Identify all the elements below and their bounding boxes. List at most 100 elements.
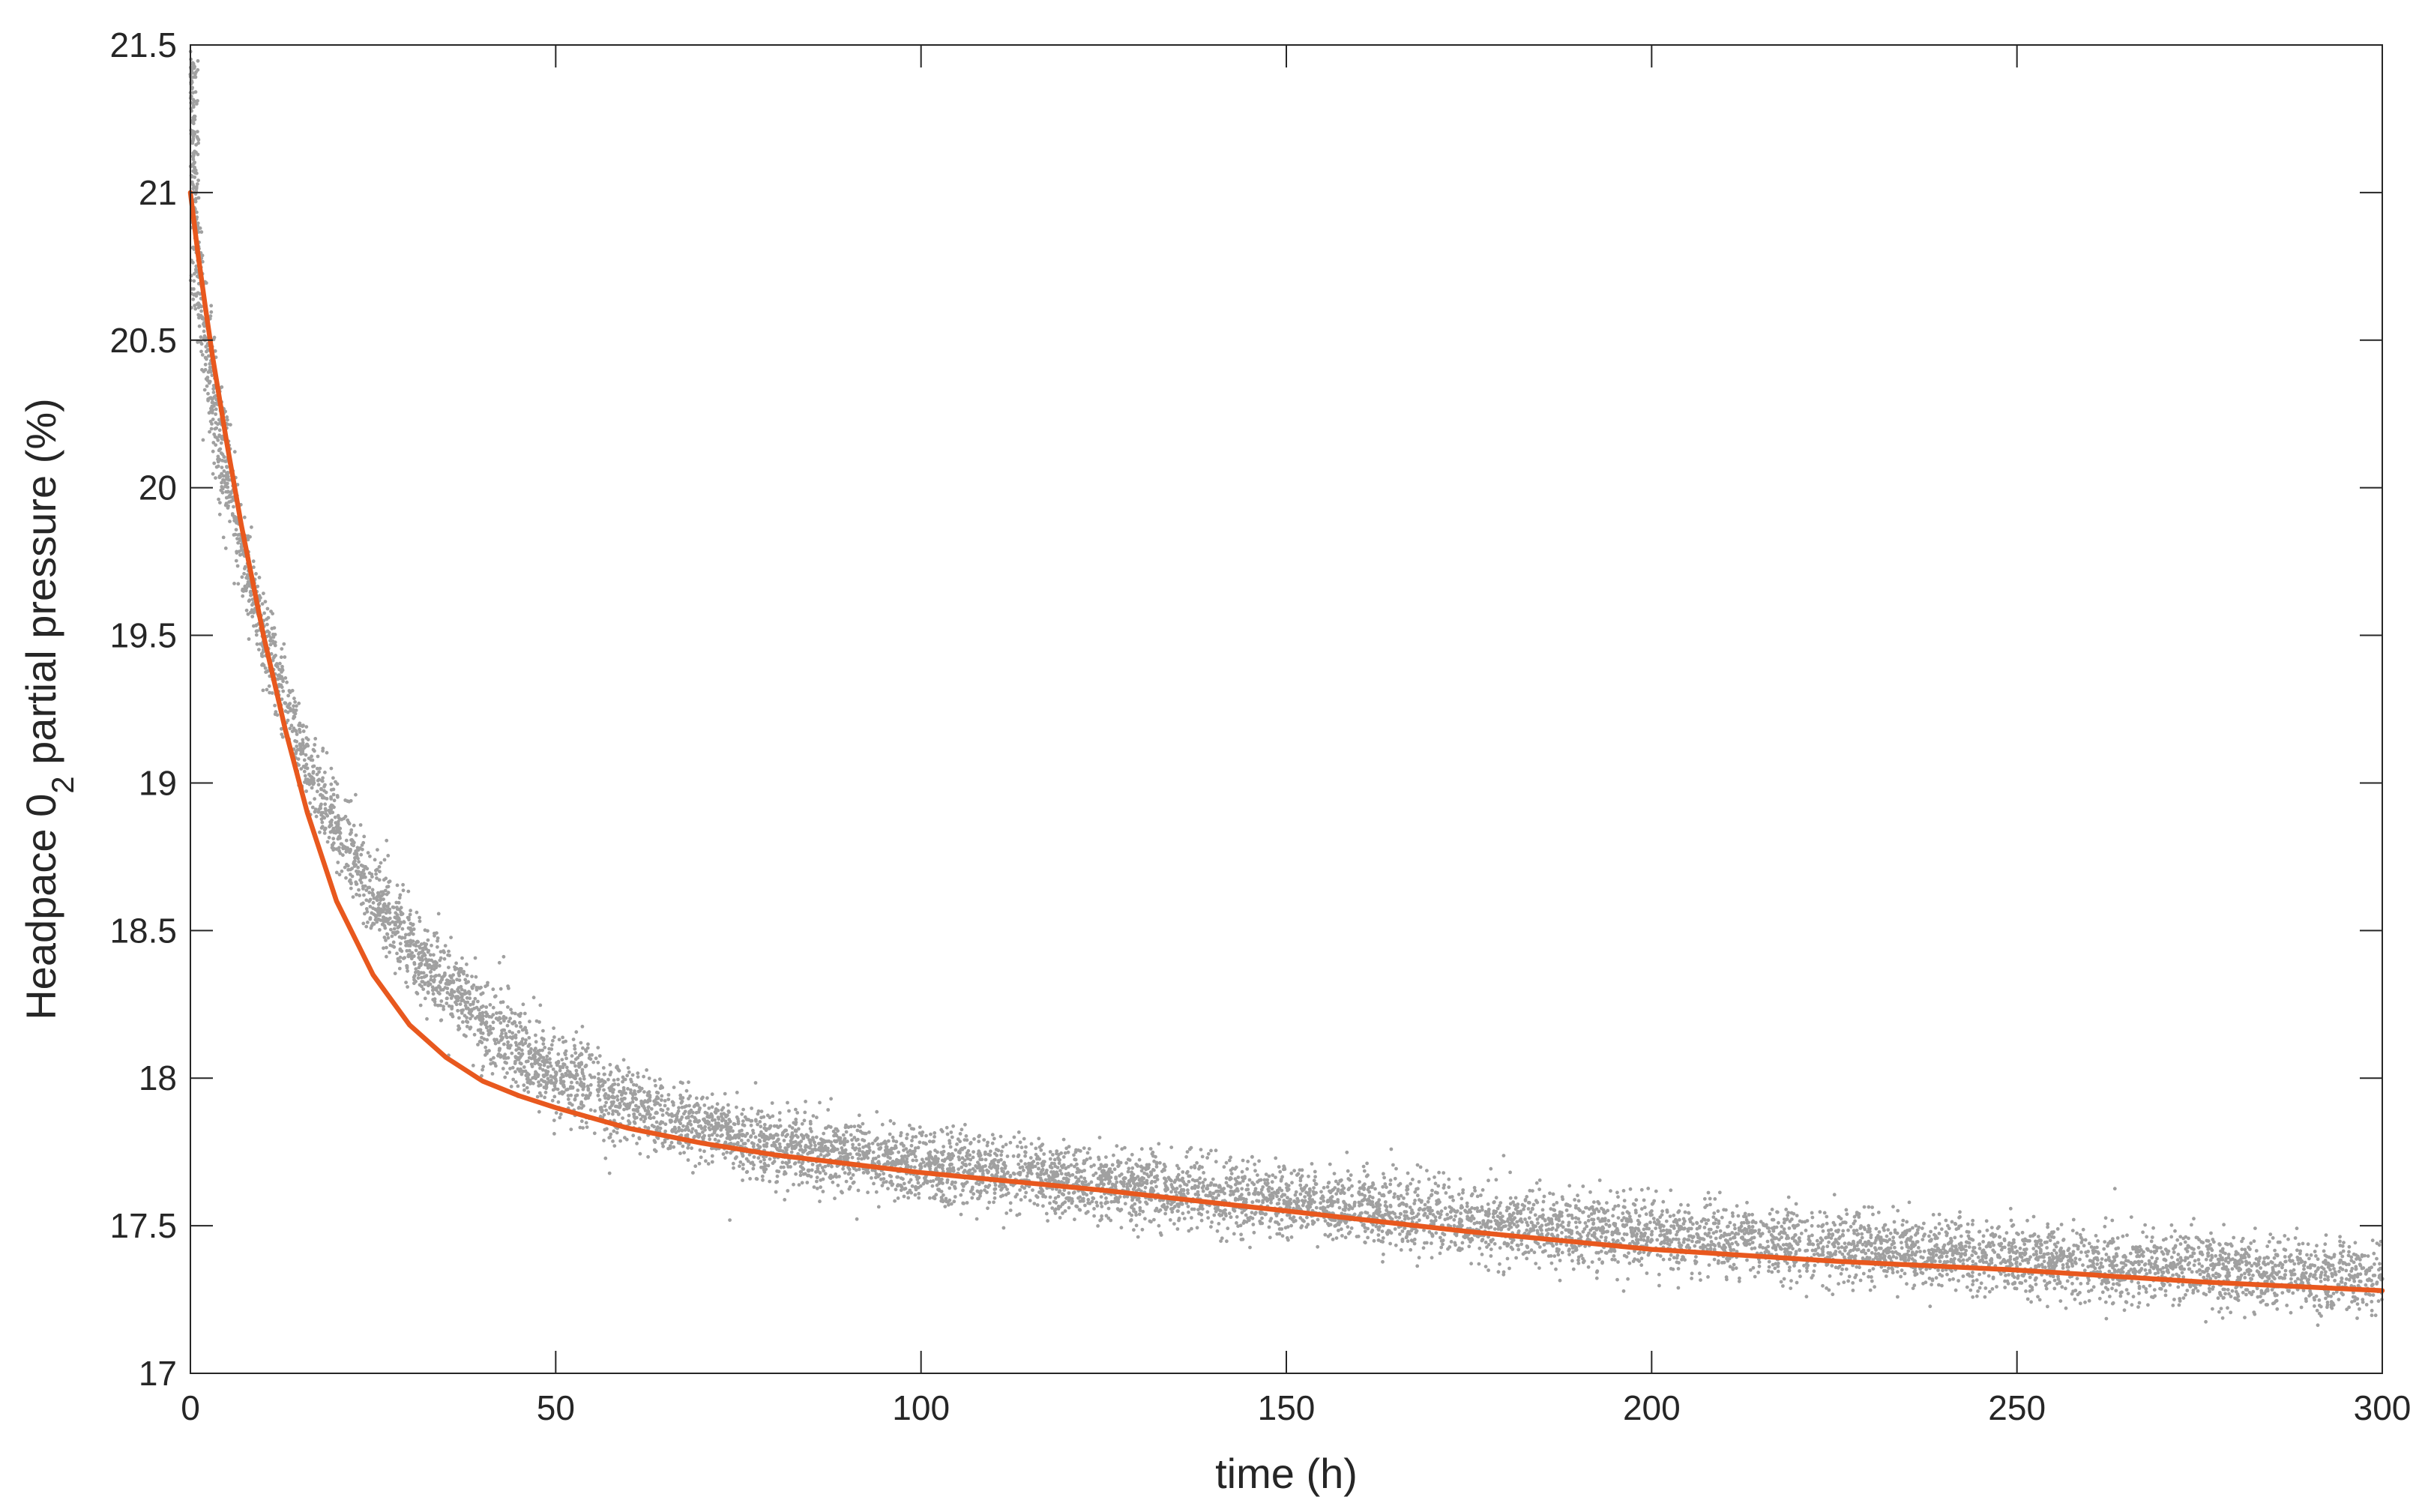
- scatter-point: [1935, 1243, 1939, 1247]
- scatter-point: [2329, 1294, 2334, 1298]
- scatter-point: [1642, 1250, 1646, 1254]
- scatter-point: [1494, 1178, 1498, 1182]
- scatter-point: [1716, 1209, 1720, 1214]
- scatter-point: [1767, 1259, 1771, 1264]
- scatter-point: [2161, 1265, 2166, 1270]
- scatter-point: [442, 1008, 446, 1011]
- scatter-point: [547, 1051, 552, 1055]
- scatter-point: [573, 1064, 577, 1068]
- scatter-point: [1708, 1202, 1712, 1207]
- scatter-point: [740, 1112, 744, 1116]
- scatter-point: [234, 558, 238, 563]
- scatter-point: [2193, 1286, 2198, 1290]
- scatter-point: [732, 1142, 736, 1146]
- scatter-point: [1606, 1208, 1610, 1213]
- scatter-point: [2317, 1311, 2322, 1316]
- scatter-point: [1558, 1278, 1562, 1283]
- scatter-point: [1849, 1225, 1853, 1229]
- scatter-point: [1535, 1229, 1540, 1233]
- scatter-point: [1340, 1211, 1344, 1216]
- scatter-point: [977, 1133, 981, 1138]
- scatter-point: [2100, 1290, 2105, 1295]
- scatter-point: [900, 1154, 904, 1158]
- scatter-point: [809, 1143, 813, 1148]
- scatter-point: [2044, 1286, 2049, 1291]
- scatter-point: [554, 1070, 558, 1075]
- scatter-point: [2003, 1279, 2007, 1283]
- scatter-point: [2070, 1229, 2075, 1232]
- scatter-point: [910, 1184, 915, 1188]
- scatter-point: [1912, 1283, 1917, 1288]
- scatter-point: [2100, 1282, 2104, 1286]
- scatter-point: [977, 1196, 981, 1201]
- scatter-point: [1265, 1178, 1269, 1182]
- scatter-point: [749, 1123, 753, 1127]
- scatter-point: [436, 936, 440, 940]
- scatter-point: [1983, 1295, 1987, 1299]
- scatter-point: [419, 971, 424, 975]
- scatter-point: [1971, 1295, 1975, 1299]
- scatter-point: [1784, 1242, 1789, 1247]
- scatter-point: [1658, 1254, 1663, 1258]
- scatter-point: [2323, 1277, 2327, 1281]
- scatter-point: [2342, 1241, 2346, 1244]
- scatter-point: [316, 783, 321, 787]
- scatter-point: [1331, 1238, 1335, 1241]
- scatter-point: [514, 1024, 519, 1028]
- scatter-point: [2103, 1216, 2108, 1220]
- scatter-point: [1346, 1225, 1350, 1229]
- scatter-point: [1462, 1235, 1466, 1239]
- scatter-point: [529, 1046, 533, 1051]
- scatter-point: [1233, 1182, 1238, 1187]
- scatter-point: [2115, 1236, 2120, 1240]
- scatter-point: [2087, 1241, 2091, 1246]
- scatter-point: [349, 886, 353, 891]
- scatter-point: [2001, 1245, 2005, 1250]
- scatter-point: [1209, 1225, 1213, 1229]
- scatter-point: [686, 1158, 690, 1162]
- scatter-point: [1633, 1249, 1636, 1253]
- scatter-point: [1933, 1226, 1938, 1230]
- scatter-point: [1416, 1212, 1421, 1216]
- scatter-point: [1895, 1231, 1900, 1235]
- scatter-point: [1018, 1140, 1022, 1145]
- scatter-point: [669, 1140, 674, 1145]
- scatter-point: [1454, 1243, 1457, 1247]
- scatter-point: [1549, 1261, 1554, 1265]
- scatter-point: [596, 1060, 600, 1064]
- scatter-point: [507, 1029, 512, 1034]
- scatter-point: [1896, 1295, 1900, 1299]
- scatter-point: [2302, 1267, 2306, 1271]
- scatter-point: [1830, 1264, 1834, 1268]
- scatter-point: [1781, 1243, 1786, 1247]
- scatter-point: [1757, 1228, 1762, 1232]
- scatter-point: [1208, 1190, 1212, 1195]
- scatter-point: [552, 1094, 557, 1099]
- scatter-point: [235, 564, 240, 568]
- scatter-point: [1799, 1232, 1804, 1235]
- scatter-point: [520, 1028, 525, 1032]
- scatter-point: [1949, 1259, 1953, 1264]
- scatter-point: [1928, 1239, 1932, 1243]
- scatter-point: [805, 1181, 810, 1184]
- scatter-point: [1012, 1135, 1016, 1139]
- scatter-point: [1298, 1168, 1302, 1172]
- scatter-point: [1777, 1220, 1780, 1225]
- scatter-point: [336, 861, 340, 864]
- scatter-point: [1944, 1218, 1948, 1223]
- scatter-point: [942, 1149, 946, 1154]
- scatter-point: [549, 1078, 553, 1082]
- scatter-point: [899, 1130, 903, 1135]
- scatter-point: [603, 1156, 608, 1160]
- scatter-point: [666, 1093, 671, 1097]
- scatter-point: [382, 946, 385, 951]
- scatter-point: [1644, 1212, 1648, 1217]
- scatter-point: [693, 1164, 698, 1169]
- scatter-point: [541, 1038, 546, 1042]
- scatter-point: [689, 1122, 693, 1127]
- scatter-point: [1612, 1254, 1616, 1258]
- scatter-point: [2226, 1306, 2229, 1310]
- scatter-point: [1200, 1154, 1205, 1159]
- scatter-point: [1294, 1190, 1298, 1194]
- scatter-point: [2338, 1258, 2343, 1262]
